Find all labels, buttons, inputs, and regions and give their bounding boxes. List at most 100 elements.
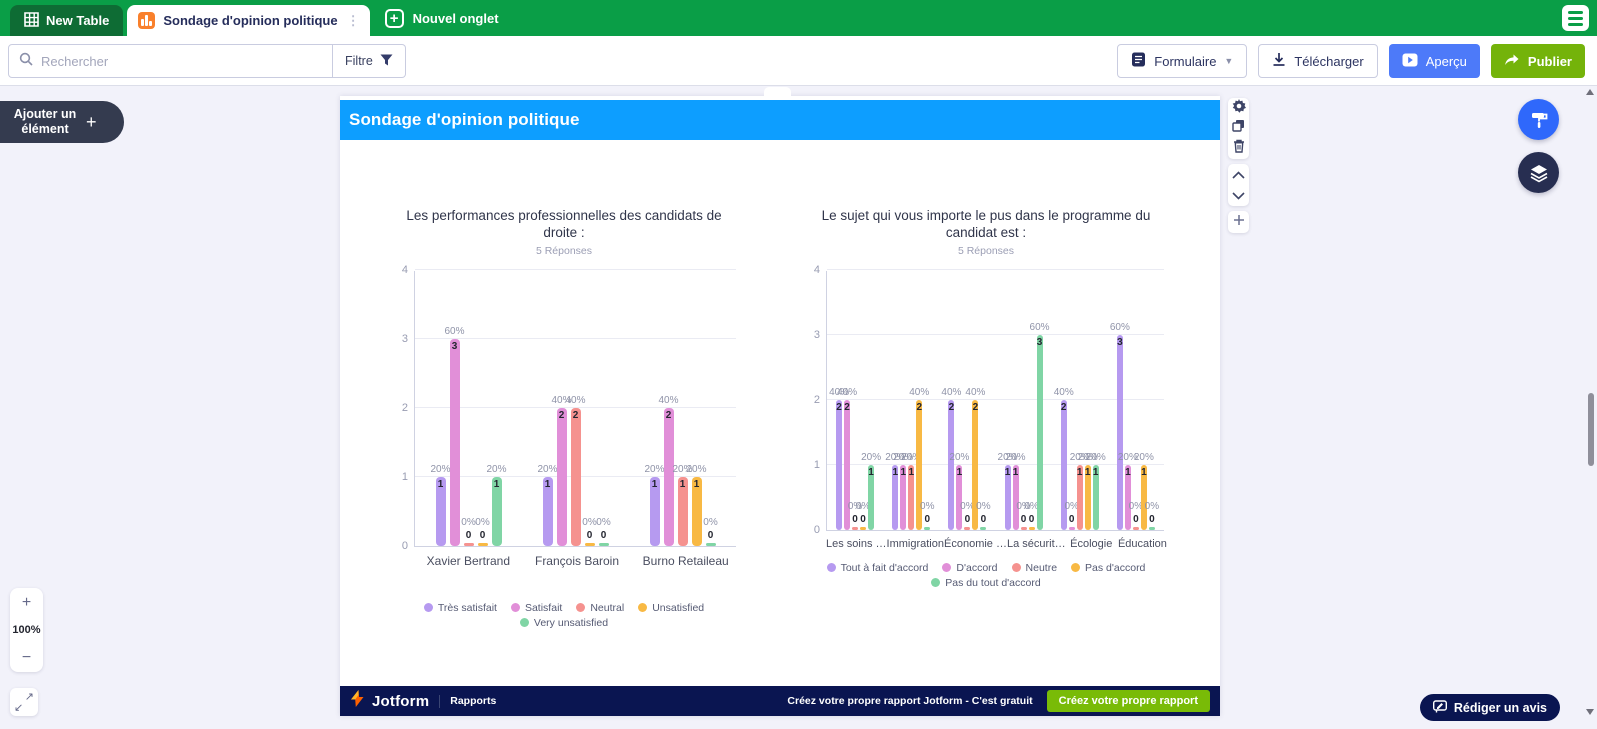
legend-label: Tout à fait d'accord [840,561,929,574]
bar [972,399,979,530]
bar [1028,526,1035,530]
plus-icon[interactable] [1233,213,1245,231]
legend-item: D'accord [942,561,998,574]
tab-sondage-active[interactable]: Sondage d'opinion politique ⋮ [127,5,370,36]
legend-label: Neutral [590,601,625,614]
tab-menu-dots-icon[interactable]: ⋮ [346,12,360,28]
bar-slot: 2 40% [1054,271,1074,530]
bar-slot: 1 20% [1134,271,1154,530]
percent-label: 0% [461,516,476,528]
bar [691,476,702,546]
value-label: 3 [1117,336,1123,348]
bar-slot: 3 60% [1030,271,1050,530]
layers-button[interactable] [1518,152,1559,193]
value-label: 1 [900,466,907,478]
percent-label: 0% [976,500,991,512]
gridline [415,406,736,408]
bar [836,399,843,530]
report-page[interactable]: Sondage d'opinion politique Les performa… [340,87,1220,716]
design-paint-roller-button[interactable] [1518,99,1559,140]
search-box[interactable] [8,44,333,78]
value-label: 2 [1060,401,1067,413]
plus-icon: + [384,8,404,28]
bar [556,407,567,546]
search-input[interactable] [41,53,322,69]
bar-slot: 0 0% [960,271,975,530]
bar [964,526,971,530]
add-element-button[interactable]: Ajouter un élément + [0,101,124,143]
bar-slot: 1 20% [901,271,921,530]
percent-label: 40% [837,386,858,398]
y-tick-label: 2 [813,393,820,406]
bar-slot: 2 40% [837,271,857,530]
zoom-out-button[interactable]: − [21,649,32,666]
x-axis-labels: Xavier Bertrand François Baroin Burno Reta… [414,554,740,568]
tab-nouvel-onglet[interactable]: + Nouvel onglet [384,0,499,36]
tab-new-table[interactable]: New Table [10,5,124,36]
percent-label: 20% [861,451,882,463]
fullscreen-button[interactable]: ↗ ↙ [10,688,38,716]
bar [924,526,931,530]
value-label: 1 [679,478,686,490]
bar-slot: 1 20% [1006,271,1026,530]
add-element-label: Ajouter un élément [13,107,77,136]
legend-item: Tout à fait d'accord [826,561,929,574]
hamburger-menu-button[interactable] [1562,5,1589,31]
form-dropdown-button[interactable]: Formulaire ▼ [1117,44,1248,78]
create-report-button[interactable]: Créez votre propre rapport [1046,690,1210,712]
legend-item: Unsatisfied [638,602,704,614]
bar [1140,464,1147,530]
gridline [415,268,736,270]
bar [598,542,609,546]
percent-label: 20% [672,463,693,475]
toolbar: Filtre Formulaire ▼ Télécharger Aperçu [0,36,1597,86]
percent-label: 40% [829,386,850,398]
legend-dot [942,563,952,573]
x-axis-label: Burno Retaileau [642,553,729,568]
bar-group: 2 40% 2 40% 0 0% 0 0% 1 20% [829,271,881,530]
scroll-up-arrow[interactable] [1586,89,1594,95]
chart-candidats-droite[interactable]: Les performances professionnelles des ca… [388,208,740,629]
zoom-in-button[interactable]: + [21,594,32,611]
x-axis-label: Immigration [886,537,944,550]
report-title-band[interactable]: Sondage d'opinion politique [340,100,1220,140]
value-label: 3 [1036,336,1043,348]
settings-gear-icon[interactable] [1232,98,1246,118]
bar-group: 1 20% 2 40% 1 20% 1 20% 0 0% [644,271,718,546]
tab-label: Nouvel onglet [412,10,499,26]
form-icon [1131,52,1146,70]
percent-label: 60% [1029,321,1050,333]
value-label: 2 [844,401,850,413]
legend-label: D'accord [956,561,998,574]
bar [860,526,867,530]
legend-label: Pas du tout d'accord [945,576,1041,589]
value-label: 1 [868,466,874,478]
trash-icon[interactable] [1233,139,1245,158]
jotform-logo-icon [350,690,365,712]
bar-group: 1 20% 1 20% 0 0% 0 0% 3 60% [998,271,1050,530]
bar-slot: 2 40% [565,271,586,546]
chevron-down-icon[interactable] [1232,187,1245,205]
publish-button[interactable]: Publier [1490,44,1585,78]
page-drag-handle[interactable] [764,87,791,96]
filter-button[interactable]: Filtre [333,44,406,78]
download-button[interactable]: Télécharger [1258,44,1378,78]
preview-button[interactable]: Aperçu [1388,44,1480,78]
value-label: 0 [1133,513,1139,525]
write-review-button[interactable]: Rédiger un avis [1419,694,1560,721]
bar-slot: 1 20% [1070,271,1090,530]
legend-item: Very unsatisfied [519,617,608,629]
percent-label: 0% [596,516,611,528]
chevron-up-icon[interactable] [1232,166,1245,184]
value-label: 0 [980,513,987,525]
scroll-down-arrow[interactable] [1586,709,1594,715]
value-label: 0 [600,529,607,541]
duplicate-icon[interactable] [1232,119,1245,137]
chart-sujet-programme[interactable]: Le sujet qui vous importe le pus dans le… [804,208,1168,589]
legend-label: Neutre [1025,561,1058,574]
bar [1036,334,1043,530]
value-label: 1 [1125,466,1131,478]
value-label: 1 [892,466,899,478]
scrollbar-thumb[interactable] [1588,393,1594,466]
insert-tools-group [1228,211,1249,233]
